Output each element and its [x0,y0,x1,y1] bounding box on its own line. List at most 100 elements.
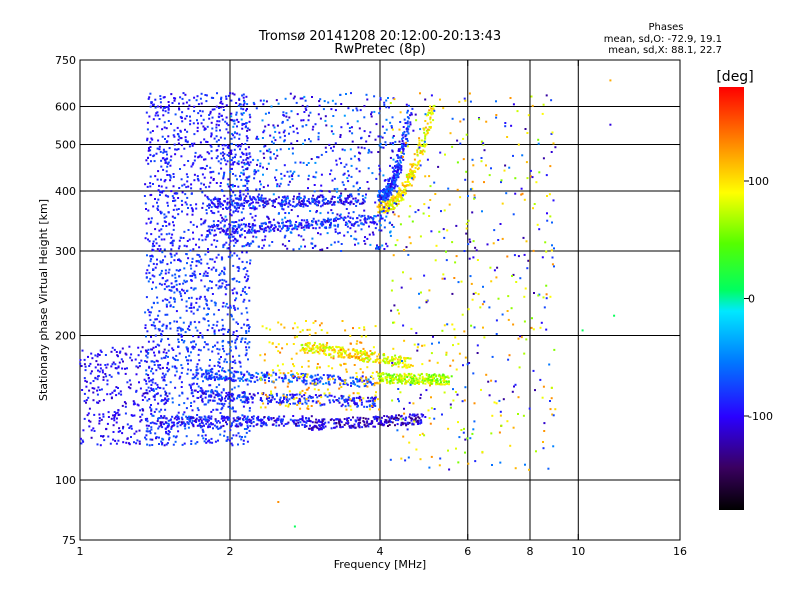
data-point [250,395,253,398]
data-point [177,333,180,336]
data-point [319,233,322,236]
data-point [430,113,433,116]
data-point [223,137,226,140]
data-point [373,418,376,421]
data-point [425,114,428,117]
data-point [191,208,194,211]
data-point [278,131,281,134]
data-point [330,197,333,200]
data-point [382,378,385,381]
data-point [246,440,249,443]
data-point [222,339,225,342]
data-point [190,183,193,186]
data-point [153,324,156,327]
data-point [397,162,400,165]
data-point [190,286,193,289]
data-point [248,326,251,328]
data-point [225,122,228,125]
data-point [391,150,394,153]
data-point [340,250,343,252]
data-point [315,198,318,200]
data-point [225,353,228,356]
data-point [166,442,169,445]
data-point [169,252,172,255]
data-point [365,193,367,196]
data-point [230,313,233,316]
data-point [226,313,229,316]
data-point [178,259,181,262]
data-point [138,429,141,432]
data-point [364,236,366,239]
data-point [210,206,213,209]
data-point [222,230,225,233]
data-point [167,111,170,114]
data-point [209,181,212,184]
data-point [92,380,95,382]
data-point [297,400,300,403]
data-point [321,194,324,197]
data-point [198,422,201,425]
data-point [175,367,178,370]
data-point [209,232,212,235]
data-point [360,399,363,401]
data-point [298,223,301,226]
data-point [300,418,303,420]
data-point [263,145,266,148]
data-point [227,417,230,420]
data-point [195,374,198,377]
data-point [338,422,341,424]
data-point [248,244,251,247]
data-point [202,431,205,433]
data-point [439,378,442,381]
data-point [403,118,406,121]
data-point [288,199,291,202]
data-point [195,243,197,246]
data-point [259,162,262,165]
data-point [414,376,417,379]
data-point [389,208,392,211]
data-point [370,115,373,118]
data-point [214,198,217,200]
data-point [188,354,191,357]
data-point [419,152,422,154]
data-point [408,365,411,368]
data-point [175,354,178,357]
data-point [357,193,360,196]
data-point [193,400,196,403]
data-point [209,225,212,228]
data-point [160,185,163,188]
data-point [208,117,211,120]
data-point [157,209,160,211]
data-point [286,170,289,173]
data-point [316,196,319,199]
data-point [145,369,148,372]
data-point [303,348,305,350]
data-point [162,190,165,193]
data-point [322,383,325,385]
data-point [277,202,280,205]
data-point [389,359,392,362]
data-point [385,193,388,196]
data-point [379,377,382,380]
data-point [290,110,293,113]
data-point [307,187,309,190]
data-point [113,411,116,413]
data-point [384,141,387,144]
data-point [341,181,344,184]
data-point [263,379,266,382]
data-point [239,148,241,151]
data-point [179,168,181,170]
data-point [152,240,155,243]
data-point [199,97,202,100]
data-point [159,101,162,104]
data-point [397,419,400,422]
data-point [246,192,249,195]
data-point [235,208,238,210]
data-point [195,99,198,102]
data-point [149,92,152,95]
data-point [162,259,164,262]
data-point [339,376,341,379]
data-point [321,196,324,198]
data-point [296,113,299,116]
data-point [221,398,224,401]
